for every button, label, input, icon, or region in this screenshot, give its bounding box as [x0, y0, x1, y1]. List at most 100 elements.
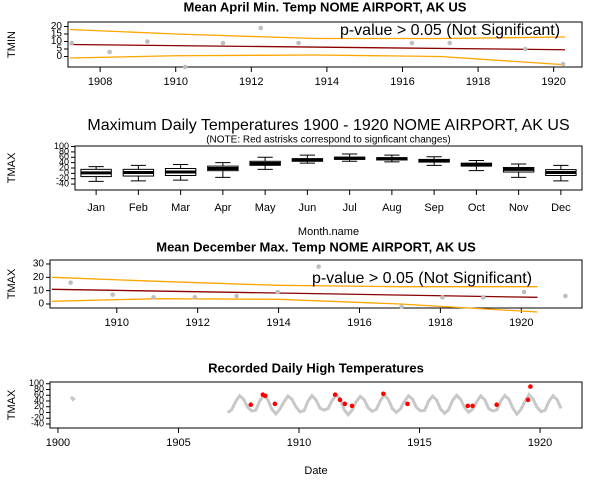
- y-axis-label: TMIN: [6, 31, 18, 58]
- data-point: [258, 25, 264, 31]
- plot-frame: [67, 21, 583, 68]
- x-tick-label: 1910: [163, 76, 187, 88]
- whisker-low: [426, 162, 442, 166]
- data-point: [447, 40, 453, 46]
- significant-point: [332, 392, 338, 397]
- series-line: [69, 392, 563, 418]
- x-tick-label: 1916: [347, 317, 371, 329]
- x-tick-label: 1914: [266, 317, 290, 329]
- trend-line: [69, 28, 566, 40]
- significant-point: [381, 391, 386, 397]
- y-tick-label: 0: [56, 51, 62, 62]
- x-tick-label: 1900: [46, 437, 70, 449]
- significant-point: [528, 384, 533, 389]
- whisker-low: [257, 165, 273, 170]
- data-point: [480, 295, 486, 300]
- y-tick-label: 40: [34, 395, 44, 405]
- plot-frame: [49, 381, 583, 429]
- data-point: [275, 289, 281, 295]
- x-tick-label: Oct: [468, 202, 485, 214]
- data-point: [316, 264, 321, 269]
- data-point: [220, 40, 226, 46]
- x-tick-label: Mar: [171, 202, 190, 214]
- data-point: [409, 40, 415, 46]
- y-tick-label: 80: [59, 146, 69, 156]
- x-tick-label: 1915: [407, 437, 431, 449]
- x-tick-label: 1920: [509, 317, 533, 329]
- x-tick-label: 1910: [287, 437, 311, 449]
- trend-line: [69, 54, 566, 66]
- whisker-low: [130, 176, 146, 182]
- x-tick-label: 1908: [88, 76, 112, 88]
- data-point: [521, 289, 527, 295]
- x-tick-label: 1920: [541, 76, 565, 88]
- x-tick-label: Feb: [129, 202, 148, 214]
- whisker-low: [511, 172, 527, 178]
- x-tick-label: Jan: [87, 202, 105, 214]
- x-tick-label: 1912: [185, 317, 209, 329]
- y-tick-label: 10: [51, 36, 63, 47]
- data-point: [399, 304, 404, 309]
- y-tick-label: 100: [54, 141, 69, 151]
- data-point: [110, 292, 116, 297]
- whisker-high: [553, 164, 569, 170]
- y-tick-label: 0: [64, 168, 69, 178]
- data-point: [296, 40, 301, 46]
- y-tick-label: 60: [59, 152, 69, 162]
- y-axis-label: TMAX: [6, 389, 18, 420]
- data-point: [523, 46, 528, 52]
- x-tick-label: 1912: [239, 76, 263, 88]
- x-tick-label: 1918: [466, 76, 490, 88]
- y-tick-label: 5: [56, 44, 62, 55]
- significant-point: [342, 401, 348, 407]
- x-tick-label: May: [255, 202, 276, 214]
- whisker-high: [130, 164, 146, 170]
- annotation: p-value > 0.05 (Not Significant): [340, 22, 560, 39]
- y-tick-label: 0: [39, 407, 44, 417]
- significant-point: [494, 402, 499, 408]
- y-tick-label: 10: [33, 285, 45, 296]
- data-point: [68, 280, 73, 285]
- whisker-high: [299, 154, 315, 159]
- data-point: [182, 64, 188, 70]
- data-point: [234, 293, 239, 299]
- data-point: [192, 295, 198, 300]
- y-tick-label: 15: [51, 29, 63, 40]
- data-point: [563, 293, 568, 299]
- y-tick-label: 0: [38, 299, 44, 310]
- y-tick-label: 20: [34, 401, 44, 411]
- data-point: [145, 39, 150, 44]
- x-tick-label: Nov: [509, 202, 529, 214]
- y-tick-label: 20: [51, 21, 63, 32]
- chart-title: Recorded Daily High Temperatures: [208, 360, 424, 375]
- y-tick-label: 80: [34, 384, 44, 394]
- y-axis-label: TMAX: [6, 268, 18, 299]
- plot-frame: [49, 259, 583, 309]
- x-tick-label: Dec: [551, 202, 571, 214]
- x-tick-label: 1920: [528, 437, 552, 449]
- significant-point: [525, 397, 531, 403]
- trend-line: [51, 276, 538, 288]
- significant-point: [470, 403, 475, 409]
- significant-point: [248, 402, 254, 408]
- significant-point: [262, 393, 268, 399]
- trend-line: [69, 43, 565, 51]
- data-point: [560, 61, 566, 67]
- whisker-high: [257, 156, 273, 162]
- chart-title: Mean December Max. Temp NOME AIRPORT, AK…: [156, 239, 476, 254]
- y-tick-label: 20: [33, 272, 45, 283]
- chart-title: Maximum Daily Temperatures 1900 - 1920 N…: [87, 117, 569, 134]
- y-tick-label: -20: [31, 413, 44, 423]
- whisker-high: [215, 162, 231, 167]
- x-axis-label: Date: [304, 465, 327, 477]
- significant-point: [465, 403, 471, 409]
- data-point: [440, 295, 445, 300]
- y-tick-label: 100: [29, 378, 44, 388]
- x-tick-label: 1918: [428, 317, 452, 329]
- whisker-low: [553, 175, 569, 182]
- x-tick-label: Sep: [424, 202, 444, 214]
- whisker-low: [215, 170, 231, 178]
- x-tick-label: Aug: [382, 202, 402, 214]
- data-point: [69, 40, 75, 46]
